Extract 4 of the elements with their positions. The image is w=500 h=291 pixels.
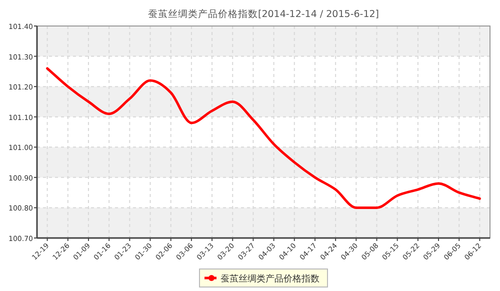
line-series: [46, 67, 481, 209]
legend-label: 蚕茧丝绸类产品价格指数: [220, 274, 320, 284]
legend: 蚕茧丝绸类产品价格指数: [199, 268, 328, 288]
chart-title: 蚕茧丝绸类产品价格指数[2014-12-14 / 2015-6-12]: [148, 8, 380, 20]
